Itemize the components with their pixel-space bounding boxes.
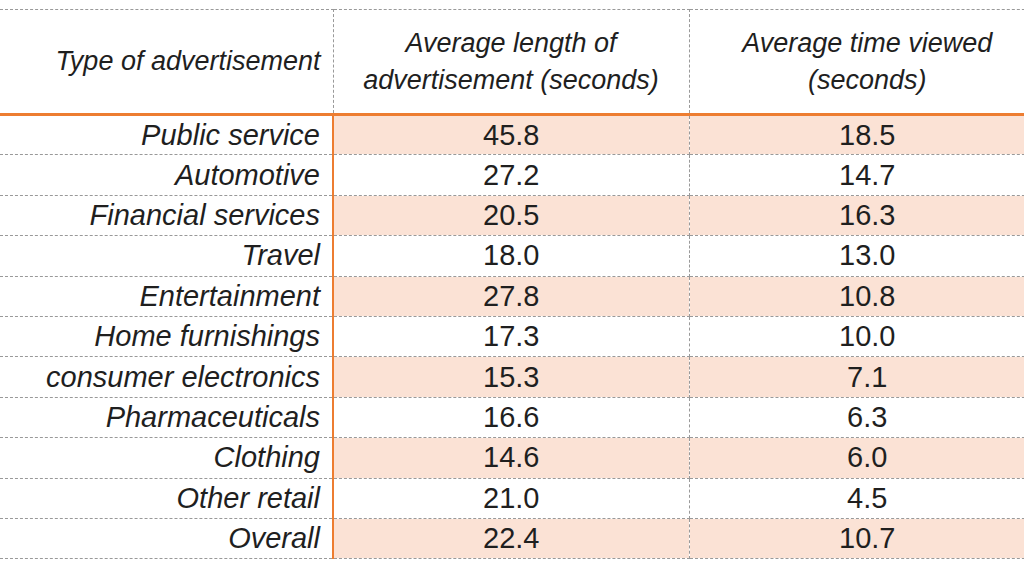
- cell-type: consumer electronics: [0, 357, 333, 397]
- table-row: Automotive 27.2 14.7: [0, 155, 1024, 195]
- advertisement-stats-table: Type of advertisement Average length of …: [0, 9, 1024, 559]
- table-header: Type of advertisement Average length of …: [0, 10, 1024, 115]
- table-body: Public service 45.8 18.5 Automotive 27.2…: [0, 115, 1024, 559]
- cell-type: Other retail: [0, 478, 333, 518]
- table-row: Travel 18.0 13.0: [0, 236, 1024, 276]
- cell-avg-viewed: 10.0: [689, 316, 1024, 356]
- table-row: Overall 22.4 10.7: [0, 518, 1024, 558]
- cell-avg-viewed: 7.1: [689, 357, 1024, 397]
- cell-type: Pharmaceuticals: [0, 397, 333, 437]
- cell-avg-viewed: 6.0: [689, 438, 1024, 478]
- table-row: Pharmaceuticals 16.6 6.3: [0, 397, 1024, 437]
- cell-avg-length: 15.3: [333, 357, 689, 397]
- cell-type: Clothing: [0, 438, 333, 478]
- page: Type of advertisement Average length of …: [0, 0, 1024, 576]
- table-row: Financial services 20.5 16.3: [0, 195, 1024, 235]
- cell-avg-length: 27.8: [333, 276, 689, 316]
- cell-avg-length: 20.5: [333, 195, 689, 235]
- cell-avg-length: 14.6: [333, 438, 689, 478]
- cell-type: Travel: [0, 236, 333, 276]
- cell-avg-viewed: 16.3: [689, 195, 1024, 235]
- cell-avg-viewed: 10.8: [689, 276, 1024, 316]
- cell-type: Automotive: [0, 155, 333, 195]
- table-row: Other retail 21.0 4.5: [0, 478, 1024, 518]
- cell-avg-viewed: 18.5: [689, 115, 1024, 155]
- cell-type: Financial services: [0, 195, 333, 235]
- col-header-type: Type of advertisement: [0, 10, 333, 115]
- table-row: Entertainment 27.8 10.8: [0, 276, 1024, 316]
- cell-type: Home furnishings: [0, 316, 333, 356]
- cell-avg-viewed: 13.0: [689, 236, 1024, 276]
- header-row: Type of advertisement Average length of …: [0, 10, 1024, 115]
- cell-avg-length: 17.3: [333, 316, 689, 356]
- col-header-avg-length: Average length of advertisement (seconds…: [333, 10, 689, 115]
- table-row: Public service 45.8 18.5: [0, 115, 1024, 155]
- table-row: Clothing 14.6 6.0: [0, 438, 1024, 478]
- cell-avg-length: 16.6: [333, 397, 689, 437]
- cell-avg-viewed: 4.5: [689, 478, 1024, 518]
- cell-avg-length: 21.0: [333, 478, 689, 518]
- cell-type: Entertainment: [0, 276, 333, 316]
- cell-avg-viewed: 6.3: [689, 397, 1024, 437]
- cell-type: Public service: [0, 115, 333, 155]
- table-row: consumer electronics 15.3 7.1: [0, 357, 1024, 397]
- cell-avg-length: 45.8: [333, 115, 689, 155]
- cell-type: Overall: [0, 518, 333, 558]
- cell-avg-length: 22.4: [333, 518, 689, 558]
- cell-avg-viewed: 10.7: [689, 518, 1024, 558]
- cell-avg-length: 27.2: [333, 155, 689, 195]
- cell-avg-viewed: 14.7: [689, 155, 1024, 195]
- col-header-avg-viewed: Average time viewed (seconds): [689, 10, 1024, 115]
- cell-avg-length: 18.0: [333, 236, 689, 276]
- table-row: Home furnishings 17.3 10.0: [0, 316, 1024, 356]
